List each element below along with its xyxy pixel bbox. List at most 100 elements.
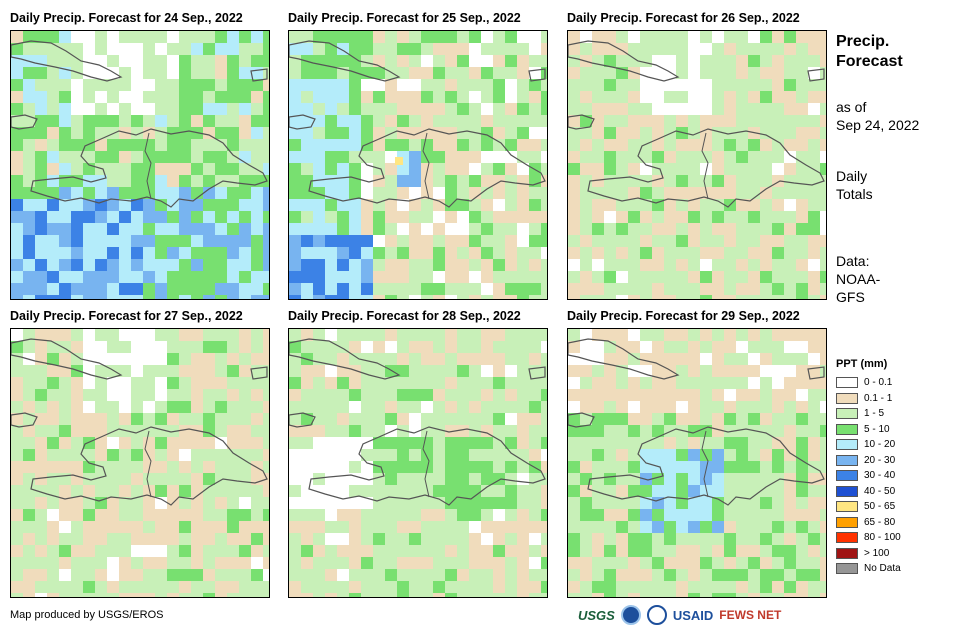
legend-swatch	[836, 485, 858, 497]
haiti-dr-border	[144, 430, 152, 498]
legend-swatch	[836, 408, 858, 420]
legend-item: 40 - 50	[836, 484, 901, 500]
cuba-outline	[289, 338, 401, 380]
jamaica-outline	[568, 412, 595, 428]
legend-swatch	[836, 454, 858, 466]
puerto-rico-outline	[250, 366, 268, 380]
haiti-dr-border	[701, 132, 709, 200]
panel-title-4: Daily Precip. Forecast for 27 Sep., 2022	[10, 309, 243, 323]
panel-title-2: Daily Precip. Forecast for 25 Sep., 2022	[288, 11, 521, 25]
cuba-outline	[568, 40, 680, 82]
legend-item: 65 - 80	[836, 515, 901, 531]
legend-label: 80 - 100	[864, 532, 901, 544]
panel-title-3: Daily Precip. Forecast for 26 Sep., 2022	[567, 11, 800, 25]
hispaniola-outline	[587, 426, 825, 506]
hispaniola-outline	[30, 128, 268, 208]
precip-grid	[11, 329, 269, 597]
cuba-outline	[11, 40, 123, 82]
haiti-dr-border	[144, 132, 152, 200]
legend-label: > 100	[864, 547, 890, 559]
forecast-map-3	[567, 30, 827, 300]
sidebar-title-line2: Forecast	[836, 53, 903, 70]
legend-title: PPT (mm)	[836, 358, 888, 370]
forecast-map-2	[288, 30, 548, 300]
precip-grid	[11, 31, 269, 299]
legend-label: No Data	[864, 563, 901, 575]
panel-title-1: Daily Precip. Forecast for 24 Sep., 2022	[10, 11, 243, 25]
cuba-outline	[11, 338, 123, 380]
precip-grid	[289, 329, 547, 597]
panel-title-5: Daily Precip. Forecast for 28 Sep., 2022	[288, 309, 521, 323]
sidebar-data-line3: GFS	[836, 289, 865, 305]
jamaica-outline	[289, 412, 316, 428]
legend-item: 50 - 65	[836, 499, 901, 515]
puerto-rico-outline	[528, 366, 546, 380]
legend-swatch	[836, 547, 858, 559]
forecast-map-4	[10, 328, 270, 598]
haiti-dr-border	[422, 132, 430, 200]
legend-label: 30 - 40	[864, 470, 896, 482]
sidebar-title: Precip. Forecast	[836, 32, 903, 72]
usaid-seal-icon	[646, 605, 667, 625]
forecast-map-5	[288, 328, 548, 598]
legend-label: 65 - 80	[864, 516, 896, 528]
jamaica-outline	[289, 114, 316, 130]
legend-label: 40 - 50	[864, 485, 896, 497]
usaid-logo: USAID	[672, 607, 714, 623]
legend-label: 10 - 20	[864, 439, 896, 451]
legend-label: 50 - 65	[864, 501, 896, 513]
legend-item: 30 - 40	[836, 468, 901, 484]
fewsnet-logo: FEWS NET	[719, 608, 782, 622]
hispaniola-outline	[308, 426, 546, 506]
sidebar-data-line2: NOAA-	[836, 271, 881, 287]
forecast-map-1	[10, 30, 270, 300]
haiti-dr-border	[422, 430, 430, 498]
legend-item: 0.1 - 1	[836, 391, 901, 407]
panel-title-6: Daily Precip. Forecast for 29 Sep., 2022	[567, 309, 800, 323]
legend-swatch	[836, 392, 858, 404]
legend-swatch	[836, 439, 858, 451]
puerto-rico-outline	[807, 366, 825, 380]
sidebar-data-line1: Data:	[836, 253, 870, 269]
hispaniola-outline	[308, 128, 546, 208]
puerto-rico-outline	[250, 68, 268, 82]
legend: PPT (mm) 0 - 0.1 0.1 - 1 1 - 5 5 - 10 10 - 2…	[836, 358, 901, 577]
sidebar-totals-line2: Totals	[836, 186, 873, 202]
forecast-map-6	[567, 328, 827, 598]
logo-strip: USGS USAID FEWS NET	[578, 602, 781, 628]
puerto-rico-outline	[528, 68, 546, 82]
legend-swatch	[836, 501, 858, 513]
cuba-outline	[289, 40, 401, 82]
legend-swatch	[836, 470, 858, 482]
legend-swatch	[836, 423, 858, 435]
legend-label: 5 - 10	[864, 423, 890, 435]
legend-item: 10 - 20	[836, 437, 901, 453]
legend-label: 0.1 - 1	[864, 392, 893, 404]
credit-text: Map produced by USGS/EROS	[10, 609, 164, 621]
legend-label: 20 - 30	[864, 454, 896, 466]
jamaica-outline	[11, 114, 38, 130]
hispaniola-outline	[587, 128, 825, 208]
legend-item: 1 - 5	[836, 406, 901, 422]
precip-grid	[568, 329, 826, 597]
precip-grid	[289, 31, 547, 299]
jamaica-outline	[11, 412, 38, 428]
legend-item: > 100	[836, 546, 901, 562]
precip-grid	[568, 31, 826, 299]
sidebar-data-source: Data: NOAA- GFS	[836, 252, 880, 306]
sidebar-asof: as of Sep 24, 2022	[836, 98, 919, 134]
hispaniola-outline	[30, 426, 268, 506]
legend-swatch	[836, 377, 858, 389]
noaa-logo-icon	[620, 605, 641, 625]
sidebar-totals: Daily Totals	[836, 167, 873, 203]
legend-item: 20 - 30	[836, 453, 901, 469]
sidebar-asof-line1: as of	[836, 99, 867, 115]
puerto-rico-outline	[807, 68, 825, 82]
legend-item: No Data	[836, 561, 901, 577]
legend-label: 0 - 0.1	[864, 377, 893, 389]
legend-swatch	[836, 516, 858, 528]
legend-item: 0 - 0.1	[836, 375, 901, 391]
sidebar-title-line1: Precip.	[836, 33, 890, 50]
sidebar-totals-line1: Daily	[836, 168, 868, 184]
legend-item: 5 - 10	[836, 422, 901, 438]
